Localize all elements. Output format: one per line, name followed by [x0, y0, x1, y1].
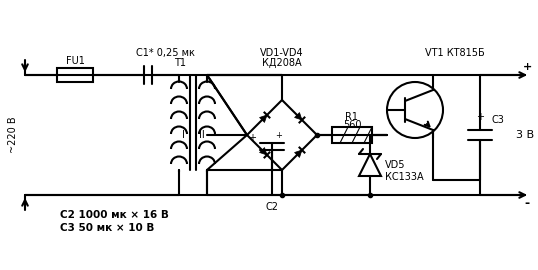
Text: C2: C2 — [265, 202, 279, 212]
Text: -: - — [525, 197, 529, 210]
Text: C3: C3 — [492, 115, 505, 125]
Bar — [332, 127, 372, 143]
Polygon shape — [359, 154, 381, 176]
Text: R1: R1 — [345, 112, 358, 122]
Text: +: + — [522, 62, 532, 72]
Polygon shape — [259, 147, 267, 155]
Text: I: I — [181, 130, 185, 140]
Text: C1* 0,25 мк: C1* 0,25 мк — [136, 48, 194, 58]
Text: +: + — [275, 130, 282, 140]
Polygon shape — [259, 115, 267, 123]
Text: КС133А: КС133А — [385, 172, 423, 182]
Text: VT1 КТ815Б: VT1 КТ815Б — [425, 48, 485, 58]
Polygon shape — [294, 113, 302, 120]
Text: II: II — [199, 130, 205, 140]
Text: 560: 560 — [343, 120, 361, 130]
Text: ~220 В: ~220 В — [8, 117, 18, 153]
Polygon shape — [294, 150, 302, 157]
Text: +: + — [476, 112, 484, 122]
Text: VD5: VD5 — [385, 160, 406, 170]
Text: КД208А: КД208А — [262, 58, 302, 68]
Text: 3 В: 3 В — [516, 130, 534, 140]
Text: T1: T1 — [174, 58, 186, 68]
Text: VD1-VD4: VD1-VD4 — [260, 48, 304, 58]
Bar — [57, 68, 93, 82]
Text: C3 50 мк × 10 В: C3 50 мк × 10 В — [60, 223, 154, 233]
Text: FU1: FU1 — [66, 56, 84, 66]
Text: C2 1000 мк × 16 В: C2 1000 мк × 16 В — [60, 210, 169, 220]
Text: +: + — [248, 133, 256, 143]
